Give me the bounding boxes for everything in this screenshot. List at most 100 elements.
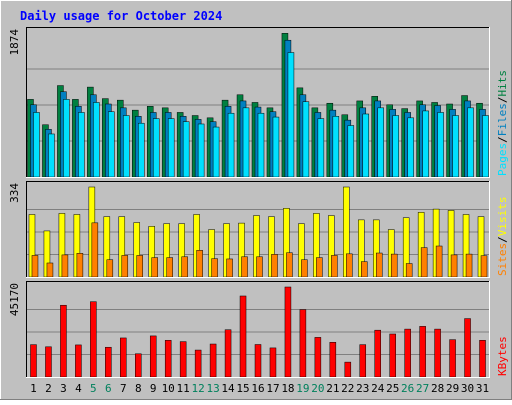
bar-sites-day-30 — [465, 253, 473, 278]
bar-kbytes-day-24 — [374, 329, 381, 378]
panel-axis-title: Pages/Files/Hits — [496, 70, 509, 176]
bar-kbytes-day-4 — [75, 344, 82, 378]
bar-sites-day-19 — [301, 259, 308, 278]
bar-kbytes-day-20 — [314, 337, 322, 378]
bar-sites-day-31 — [480, 255, 488, 278]
bar-kbytes-day-22 — [344, 361, 352, 378]
x-tick-label-day-20: 20 — [311, 382, 324, 395]
bar-sites-day-16 — [256, 256, 263, 278]
bar-sites-day-6 — [106, 259, 114, 278]
bar-kbytes-day-11 — [179, 341, 187, 378]
bar-kbytes-day-29 — [449, 339, 456, 378]
x-axis: 1 2 3 4 5 6 7 8 9 10 11 12 13 14 15 16 17 18 19 20 21 22 23 24 2… — [30, 382, 489, 395]
bar-kbytes-day-27 — [419, 326, 426, 378]
bar-sites-day-26 — [405, 263, 413, 278]
x-tick-label-day-22: 22 — [341, 382, 354, 395]
x-tick-label-day-12: 12 — [192, 382, 205, 395]
bar-pages-day-15 — [242, 107, 250, 178]
x-tick-label-day-19: 19 — [296, 382, 309, 395]
bar-sites-day-20 — [316, 257, 323, 278]
x-tick-label-day-21: 21 — [326, 382, 339, 395]
axis-title-segment: / — [496, 236, 509, 243]
panel-hits-files-pages: 1874 Pages/Files/Hits — [8, 27, 509, 178]
bar-pages-day-14 — [227, 112, 235, 178]
bar-pages-day-13 — [212, 126, 220, 178]
bar-pages-day-1 — [33, 112, 40, 178]
y-max-label: 334 — [8, 183, 21, 203]
bar-kbytes-day-10 — [164, 340, 172, 378]
bar-pages-day-24 — [377, 107, 384, 178]
bar-sites-day-14 — [226, 258, 233, 278]
bar-pages-day-19 — [302, 101, 310, 178]
bar-pages-day-29 — [452, 115, 459, 178]
bar-pages-day-3 — [63, 99, 70, 178]
bar-kbytes-day-5 — [90, 301, 97, 378]
x-tick-label-day-26: 26 — [401, 382, 414, 395]
bar-sites-day-24 — [375, 252, 383, 278]
axis-title-segment: / — [496, 97, 509, 104]
bar-pages-day-10 — [167, 118, 175, 178]
bar-kbytes-day-26 — [404, 328, 411, 378]
bar-sites-day-1 — [31, 255, 39, 278]
x-tick-label-day-13: 13 — [206, 382, 219, 395]
bar-pages-day-17 — [272, 116, 280, 178]
bar-sites-day-10 — [166, 257, 173, 278]
bar-pages-day-20 — [317, 118, 325, 178]
x-tick-label-day-17: 17 — [266, 382, 279, 395]
bar-pages-day-5 — [93, 102, 100, 178]
bar-pages-day-23 — [362, 113, 370, 178]
bar-kbytes-day-7 — [120, 337, 127, 378]
bar-pages-day-8 — [138, 122, 145, 178]
bar-pages-day-4 — [78, 112, 85, 178]
x-tick-label-day-16: 16 — [251, 382, 264, 395]
bar-pages-day-2 — [48, 133, 55, 178]
bar-sites-day-8 — [136, 255, 144, 278]
bar-kbytes-day-3 — [60, 304, 67, 378]
bar-pages-day-6 — [108, 111, 115, 178]
y-max-label: 1874 — [8, 29, 21, 56]
bar-kbytes-day-17 — [269, 347, 277, 378]
x-tick-label-day-5: 5 — [90, 382, 97, 395]
x-tick-label-day-24: 24 — [371, 382, 385, 395]
bar-sites-day-11 — [181, 256, 188, 278]
x-tick-label-day-8: 8 — [135, 382, 142, 395]
bar-sites-day-2 — [46, 262, 54, 278]
bar-pages-day-25 — [392, 115, 399, 178]
bar-sites-day-27 — [420, 247, 428, 278]
bar-kbytes-day-9 — [149, 335, 157, 378]
bar-sites-day-18 — [286, 252, 293, 278]
panel-axis-title: Sites/Visits — [496, 197, 509, 277]
x-tick-label-day-6: 6 — [105, 382, 112, 395]
bar-sites-day-9 — [151, 257, 158, 278]
x-tick-label-day-2: 2 — [45, 382, 52, 395]
bar-kbytes-day-21 — [329, 342, 337, 378]
bar-sites-day-21 — [331, 255, 338, 278]
bar-pages-day-16 — [257, 112, 265, 178]
chart-title: Daily usage for October 2024 — [20, 9, 222, 23]
bar-kbytes-day-13 — [209, 343, 217, 378]
axis-title-segment: Sites — [496, 243, 509, 276]
bar-kbytes-day-6 — [105, 346, 112, 378]
axis-title-segment: Visits — [496, 197, 509, 237]
panel-kbytes: 45170 KBytes — [8, 281, 509, 378]
x-tick-label-day-3: 3 — [60, 382, 67, 395]
bar-sites-day-17 — [271, 254, 278, 278]
x-tick-label-day-23: 23 — [356, 382, 369, 395]
bar-pages-day-31 — [482, 115, 489, 178]
bar-kbytes-day-16 — [254, 344, 262, 378]
x-tick-label-day-10: 10 — [162, 382, 175, 395]
y-max-label: 45170 — [8, 283, 21, 316]
bar-kbytes-day-31 — [479, 340, 486, 378]
x-tick-label-day-31: 31 — [476, 382, 489, 395]
chart-panels: 1874Pages/Files/Hits334Sites/Visits45170… — [8, 27, 509, 378]
bar-sites-day-4 — [76, 253, 84, 278]
bar-sites-day-3 — [61, 254, 69, 278]
bar-sites-day-12 — [196, 250, 203, 278]
bar-pages-day-30 — [467, 107, 474, 178]
bar-sites-day-29 — [450, 254, 458, 278]
bar-kbytes-day-1 — [30, 344, 37, 378]
bar-sites-day-22 — [346, 253, 353, 278]
x-tick-label-day-30: 30 — [461, 382, 474, 395]
bar-pages-day-12 — [197, 123, 205, 178]
